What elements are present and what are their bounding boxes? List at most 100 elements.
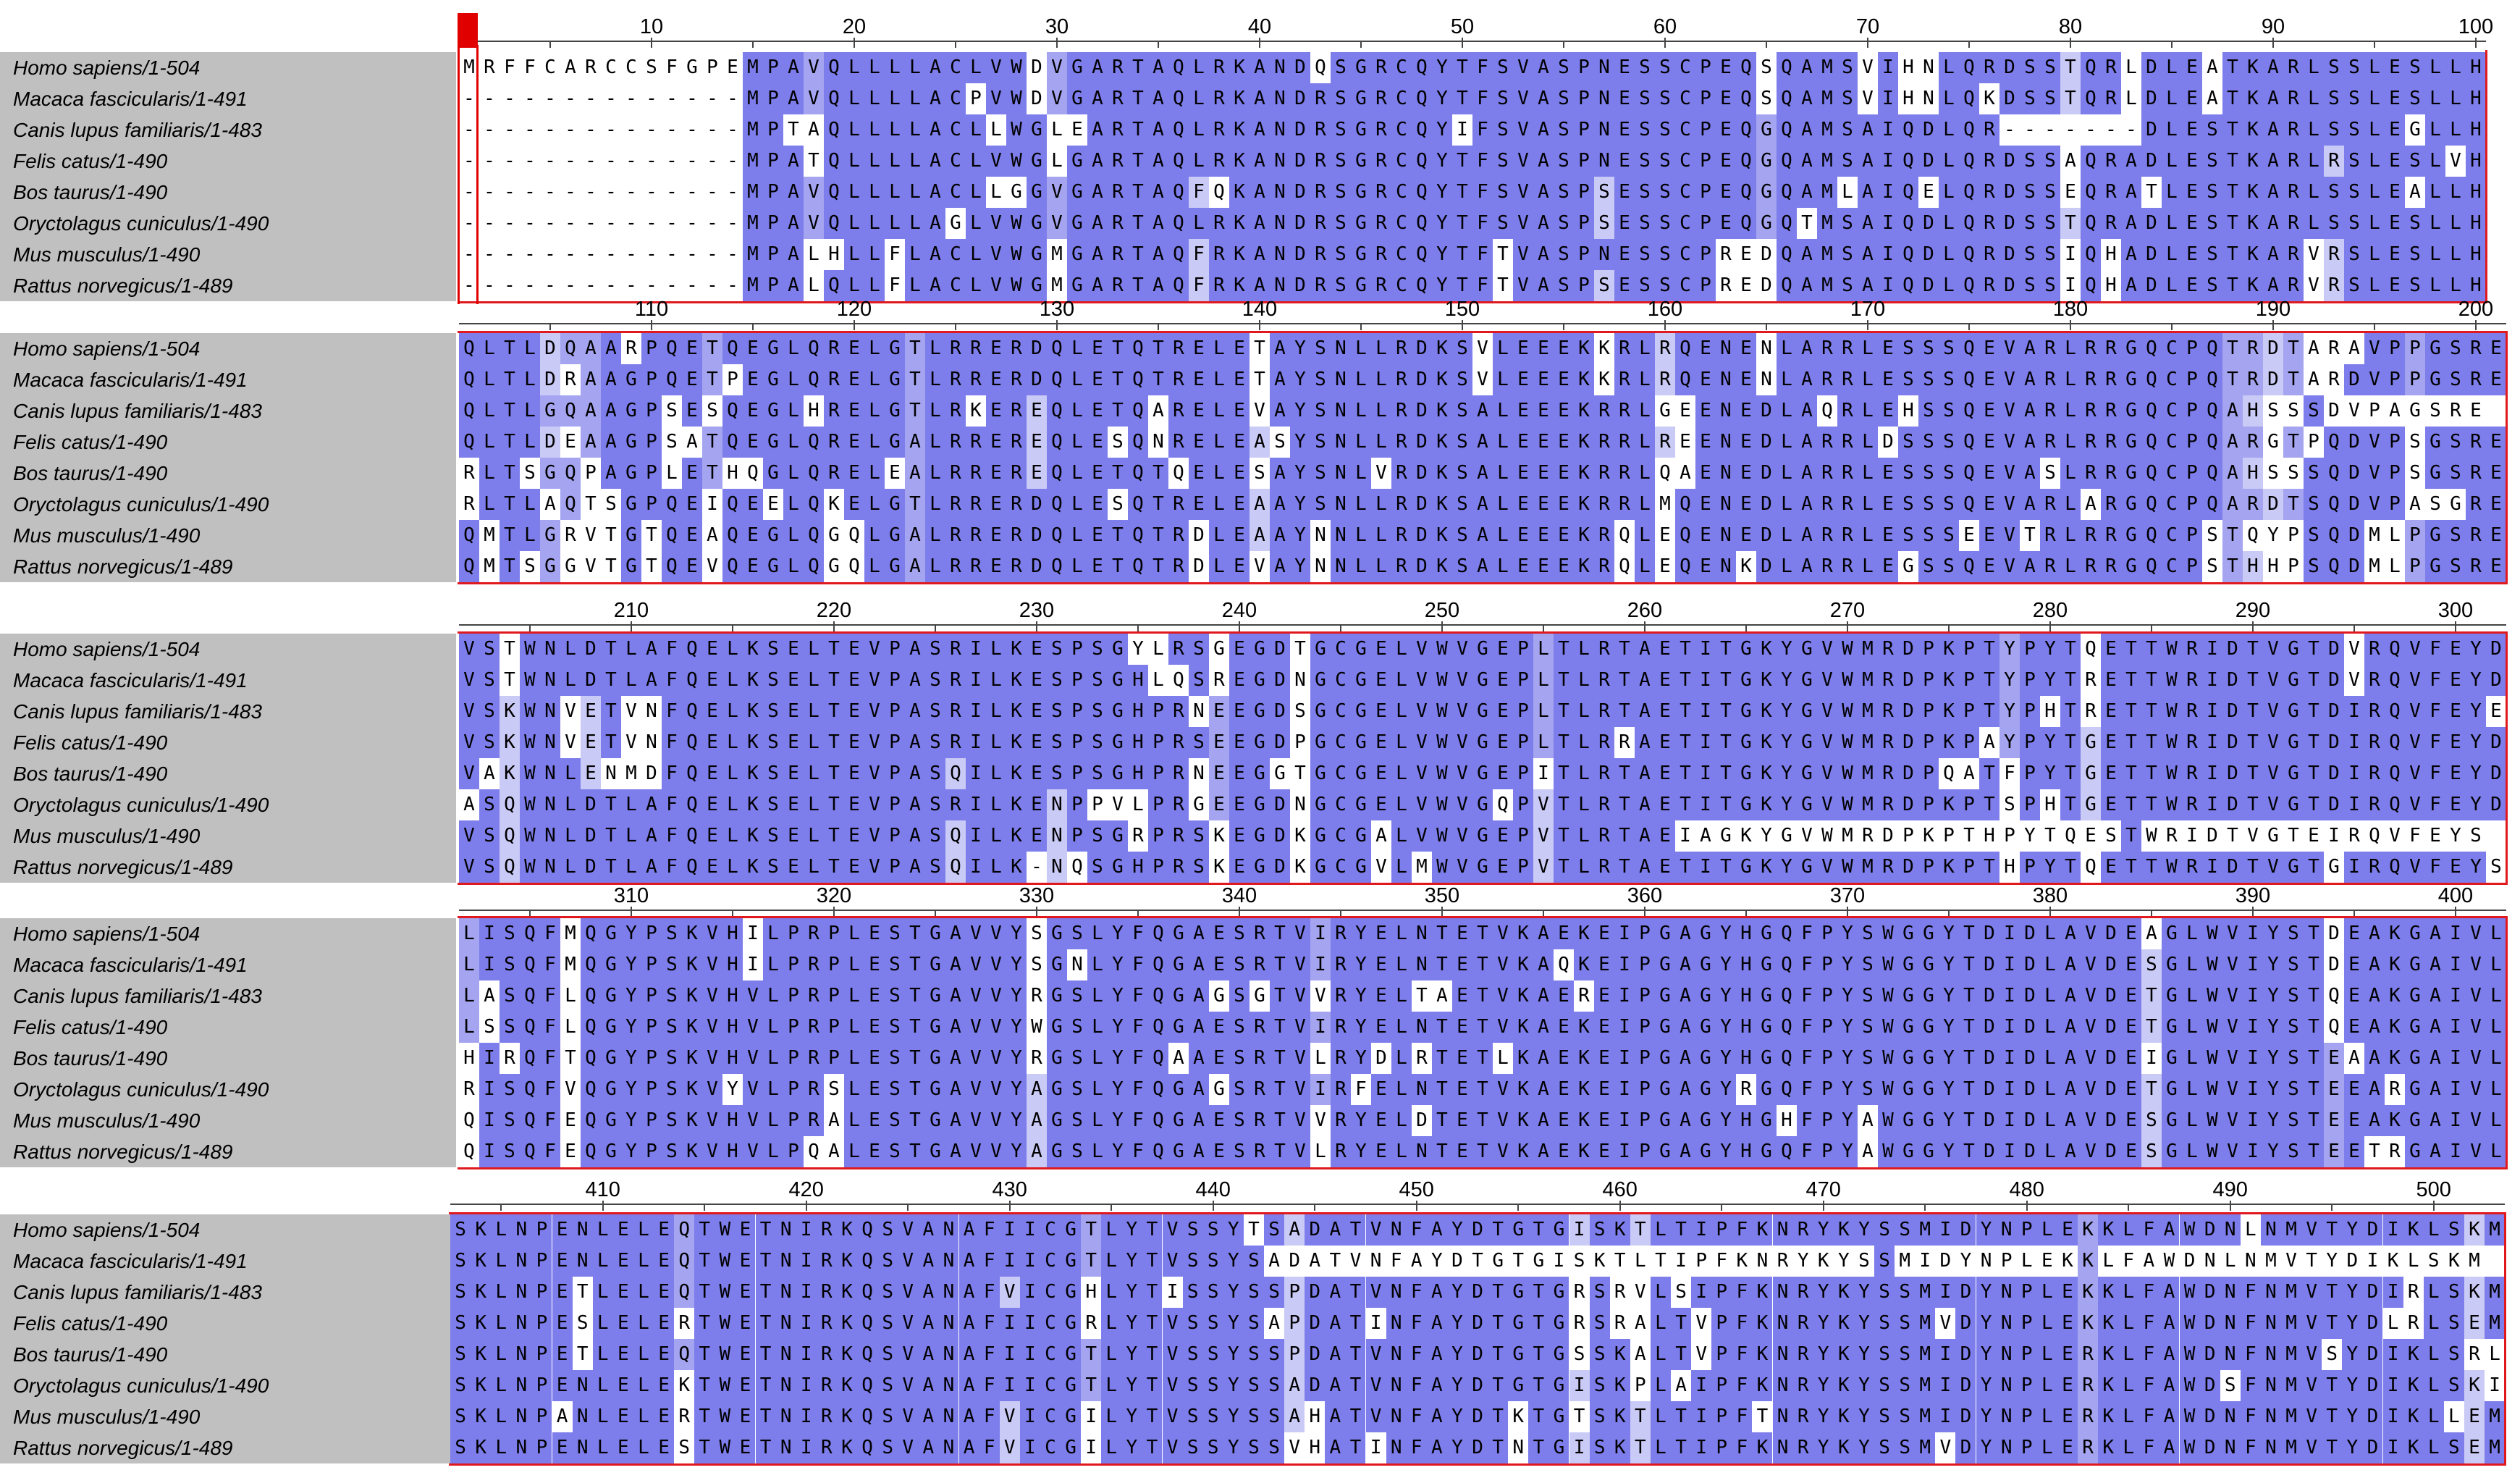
residue-cell[interactable]: C [540, 52, 560, 83]
residue-cell[interactable]: R [1209, 52, 1229, 83]
sequence-name[interactable]: Oryctolagus cuniculus/1-490 [13, 1074, 269, 1105]
sequence-name[interactable]: Macaca fascicularis/1-491 [13, 1246, 248, 1277]
residue-cell[interactable]: R [2283, 52, 2304, 83]
residue-cell[interactable]: Q [1777, 52, 1797, 83]
residue-cell[interactable]: R [2101, 52, 2121, 83]
residue-cell[interactable]: Q [1168, 52, 1189, 83]
residue-cell[interactable]: E [1614, 52, 1635, 83]
residue-cell[interactable]: E [1716, 52, 1736, 83]
residue-cell[interactable]: A [1797, 52, 1817, 83]
residue-cell[interactable]: S [1331, 52, 1351, 83]
sequence-name[interactable]: Canis lupus familiaris/1-483 [13, 696, 262, 727]
residue-cell[interactable]: T [2060, 52, 2081, 83]
residue-cell[interactable]: Q [824, 52, 844, 83]
residue-cell[interactable]: S [1837, 52, 1858, 83]
residue-cell[interactable]: A [2263, 52, 2283, 83]
sequence-name[interactable]: Felis catus/1-490 [13, 1308, 167, 1339]
sequence-name[interactable]: Bos taurus/1-490 [13, 1043, 167, 1074]
sequence-name[interactable]: Rattus norvegicus/1-489 [13, 270, 233, 301]
sequence-name[interactable]: Bos taurus/1-490 [13, 458, 167, 489]
residue-cell[interactable]: L [905, 52, 925, 83]
residue-cell[interactable]: T [2222, 52, 2243, 83]
residue-cell[interactable]: P [1695, 52, 1716, 83]
residue-cell[interactable]: S [1756, 52, 1777, 83]
residue-cell[interactable]: S [1493, 52, 1513, 83]
residue-cell[interactable]: A [783, 52, 804, 83]
sequence-name[interactable]: Macaca fascicularis/1-491 [13, 949, 248, 980]
residue-cell[interactable]: P [763, 52, 783, 83]
residue-cell[interactable]: Q [1412, 52, 1432, 83]
residue-cell[interactable]: R [581, 52, 601, 83]
residue-cell[interactable]: S [1655, 52, 1675, 83]
sequence-name[interactable]: Macaca fascicularis/1-491 [13, 364, 248, 395]
residue-cell[interactable]: T [1452, 52, 1472, 83]
residue-cell[interactable]: Q [1736, 52, 1756, 83]
residue-cell[interactable]: A [1250, 52, 1270, 83]
residue-cell[interactable]: L [966, 52, 986, 83]
sequence-name[interactable]: Oryctolagus cuniculus/1-490 [13, 208, 269, 239]
sequence-name[interactable]: Canis lupus familiaris/1-483 [13, 980, 262, 1012]
residue-cell[interactable]: E [722, 52, 743, 83]
sequence-name[interactable]: Homo sapiens/1-504 [13, 1214, 200, 1246]
residue-cell[interactable]: L [2162, 52, 2182, 83]
sequence-name[interactable]: Canis lupus familiaris/1-483 [13, 1277, 262, 1308]
residue-cell[interactable]: D [1027, 52, 1047, 83]
sequence-name[interactable]: Mus musculus/1-490 [13, 820, 200, 852]
sequence-name[interactable]: Macaca fascicularis/1-491 [13, 665, 248, 696]
residue-cell[interactable]: E [2182, 52, 2202, 83]
residue-cell[interactable]: M [743, 52, 763, 83]
sequence-name[interactable]: Homo sapiens/1-504 [13, 918, 200, 949]
residue-cell[interactable]: S [1554, 52, 1574, 83]
residue-cell[interactable]: D [1999, 52, 2020, 83]
residue-cell[interactable]: V [986, 52, 1006, 83]
residue-cell[interactable]: V [804, 52, 824, 83]
residue-cell[interactable]: Q [2081, 52, 2101, 83]
sequence-name[interactable]: Rattus norvegicus/1-489 [13, 551, 233, 582]
residue-cell[interactable]: S [2020, 52, 2040, 83]
residue-cell[interactable]: A [2202, 52, 2222, 83]
residue-cell[interactable]: C [1391, 52, 1412, 83]
residue-cell[interactable]: Q [1310, 52, 1331, 83]
residue-cell[interactable]: A [925, 52, 945, 83]
residue-cell[interactable]: S [2040, 52, 2060, 83]
residue-cell[interactable]: M [459, 52, 479, 83]
residue-cell[interactable]: L [885, 52, 905, 83]
residue-cell[interactable]: T [1128, 52, 1148, 83]
residue-cell[interactable]: L [844, 52, 864, 83]
residue-cell[interactable]: I [1878, 52, 1898, 83]
sequence-name[interactable]: Felis catus/1-490 [13, 727, 167, 758]
residue-cell[interactable]: F [1472, 52, 1493, 83]
sequence-name[interactable]: Felis catus/1-490 [13, 1012, 167, 1043]
residue-cell[interactable]: R [1108, 52, 1128, 83]
residue-cell[interactable]: H [1898, 52, 1918, 83]
residue-cell[interactable]: V [1047, 52, 1067, 83]
column-cursor-marker[interactable] [458, 13, 478, 48]
sequence-name[interactable]: Homo sapiens/1-504 [13, 634, 200, 665]
sequence-name[interactable]: Bos taurus/1-490 [13, 1339, 167, 1370]
residue-cell[interactable]: M [1817, 52, 1837, 83]
residue-cell[interactable]: K [2243, 52, 2263, 83]
sequence-name[interactable]: Oryctolagus cuniculus/1-490 [13, 789, 269, 820]
residue-cell[interactable]: L [2121, 52, 2141, 83]
residue-cell[interactable]: N [1918, 52, 1939, 83]
sequence-name[interactable]: Mus musculus/1-490 [13, 520, 200, 551]
sequence-name[interactable]: Bos taurus/1-490 [13, 758, 167, 789]
sequence-name[interactable]: Rattus norvegicus/1-489 [13, 1432, 233, 1463]
residue-cell[interactable]: G [1351, 52, 1371, 83]
residue-cell[interactable]: D [1290, 52, 1310, 83]
sequence-name[interactable]: Oryctolagus cuniculus/1-490 [13, 1370, 269, 1401]
residue-cell[interactable]: P [702, 52, 722, 83]
sequence-name[interactable]: Macaca fascicularis/1-491 [13, 83, 248, 114]
sequence-name[interactable]: Canis lupus familiaris/1-483 [13, 395, 262, 427]
sequence-name[interactable]: Felis catus/1-490 [13, 146, 167, 177]
residue-cell[interactable]: L [1189, 52, 1209, 83]
sequence-name[interactable]: Mus musculus/1-490 [13, 1401, 200, 1432]
sequence-name[interactable]: Mus musculus/1-490 [13, 1105, 200, 1136]
sequence-name[interactable]: Homo sapiens/1-504 [13, 52, 200, 83]
sequence-name[interactable]: Felis catus/1-490 [13, 427, 167, 458]
residue-cell[interactable]: L [864, 52, 885, 83]
residue-cell[interactable]: N [1594, 52, 1614, 83]
residue-cell[interactable]: V [1513, 52, 1533, 83]
residue-cell[interactable]: G [682, 52, 702, 83]
